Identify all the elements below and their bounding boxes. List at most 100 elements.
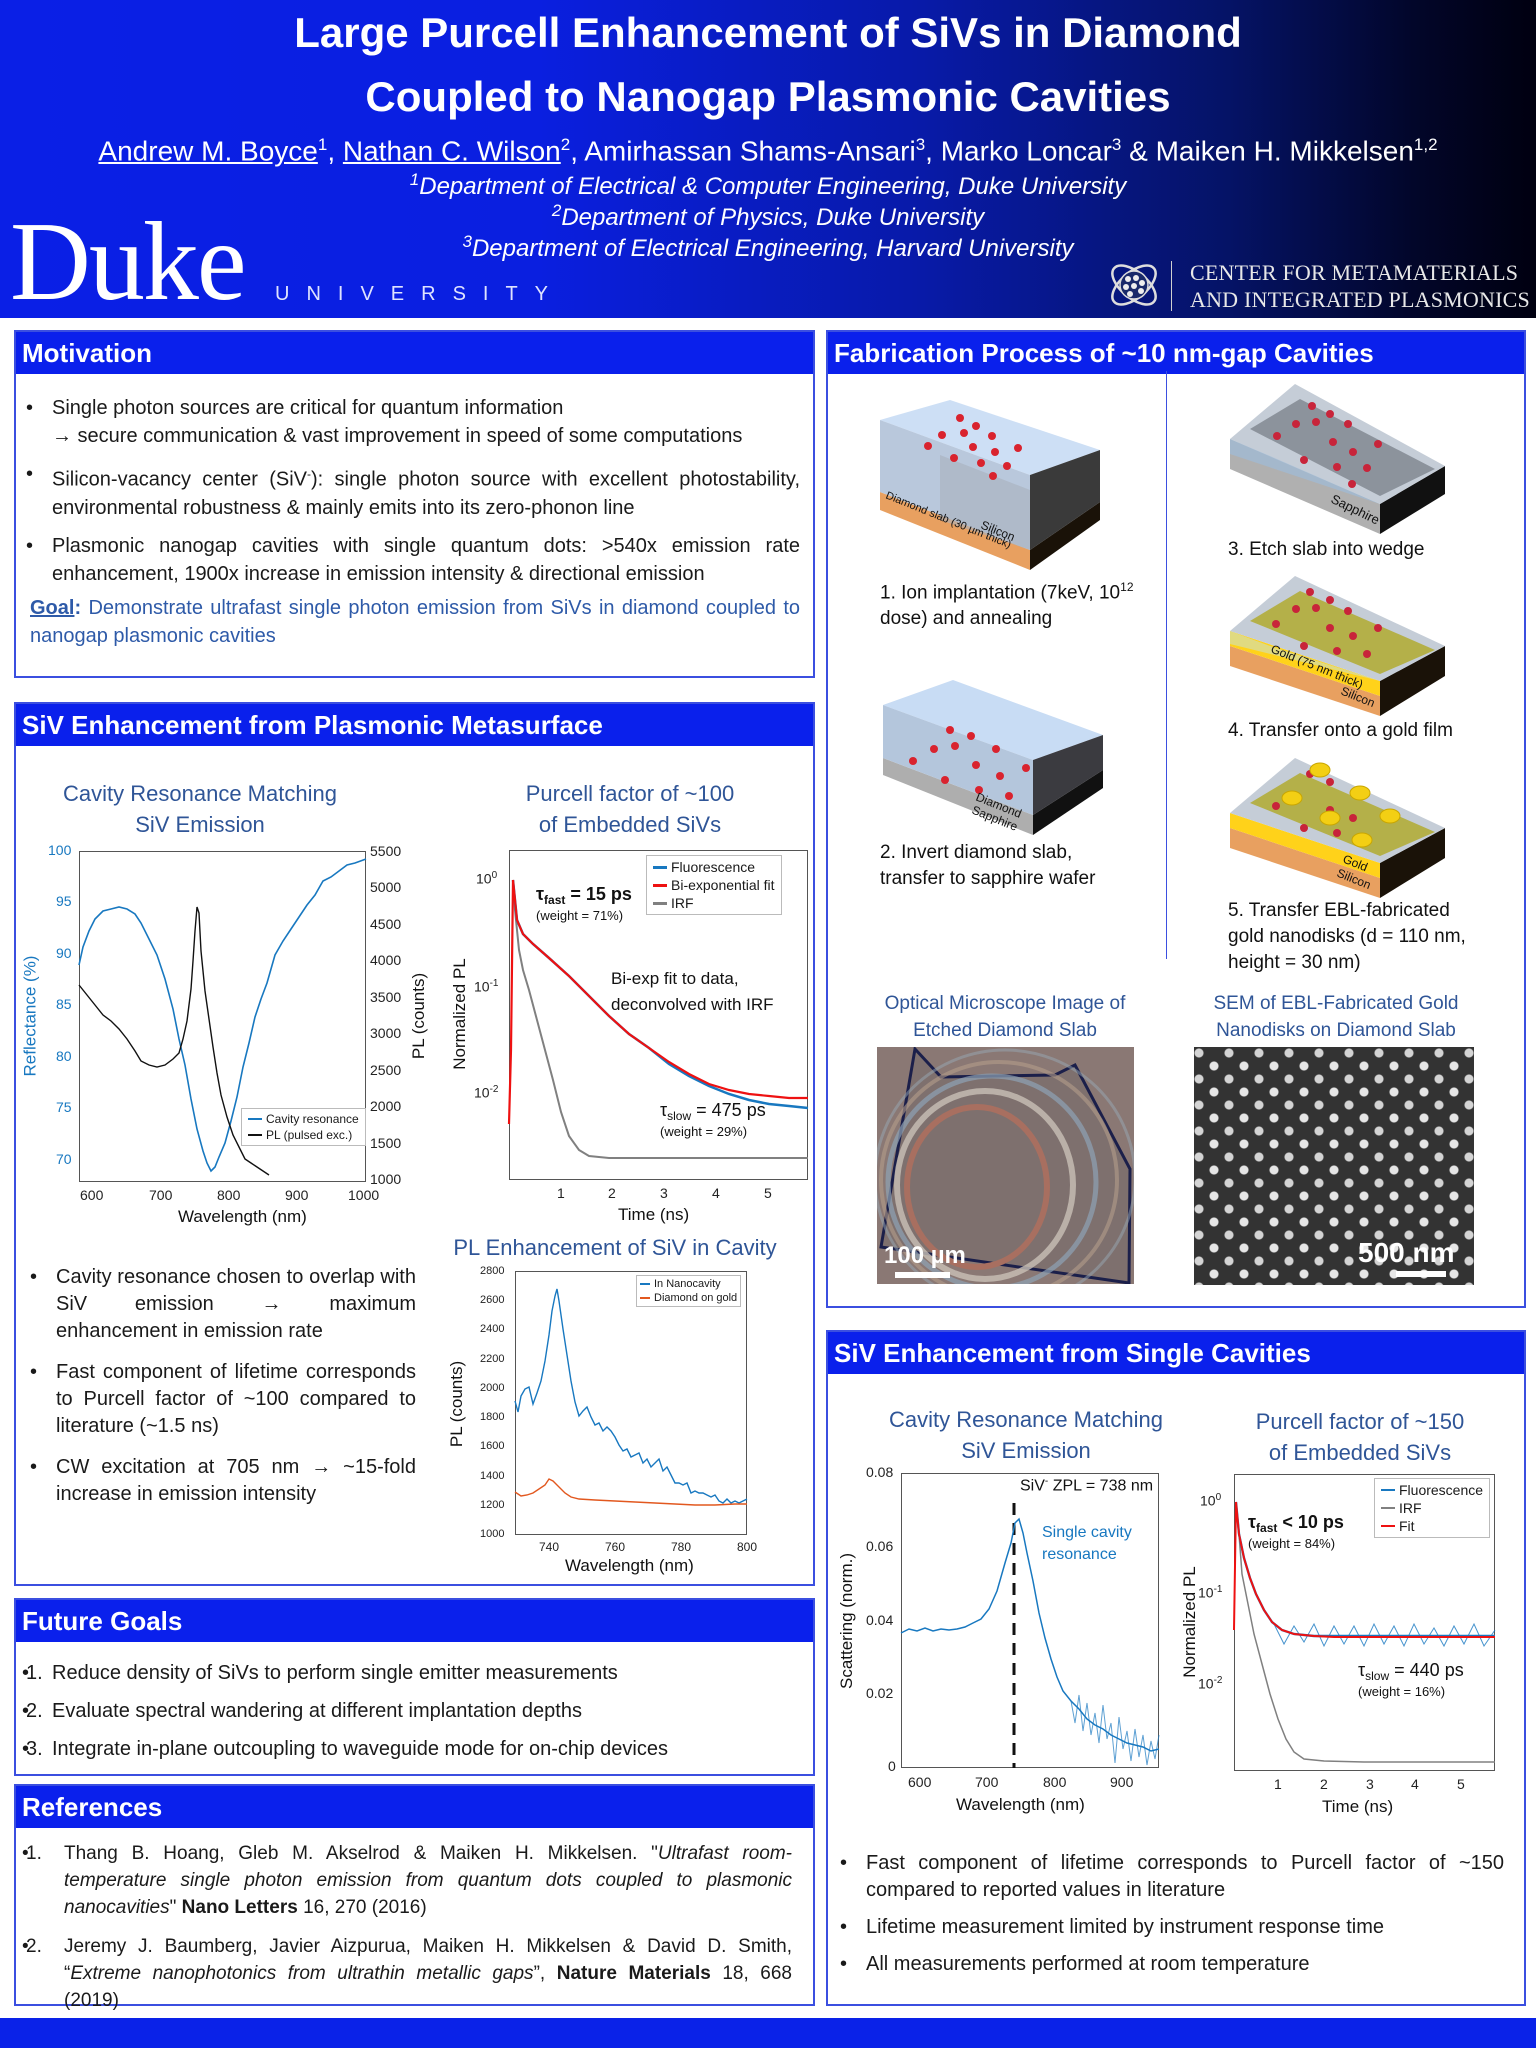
x-axis-label: Wavelength (nm): [956, 1795, 1085, 1814]
list-item: Fast component of lifetime corresponds t…: [834, 1850, 1504, 1904]
x-axis-label: Wavelength (nm): [565, 1556, 694, 1575]
duke-logo-university: UNIVERSITY: [275, 283, 566, 305]
motivation-panel: Motivation Single photon sources are cri…: [14, 330, 815, 678]
list-item: Cavity resonance chosen to overlap with …: [24, 1264, 416, 1345]
duke-logo-wordmark: Duke: [10, 200, 247, 324]
atom-globe-icon: [1111, 264, 1157, 306]
scale-bar: [895, 1272, 950, 1278]
affiliation: 1Department of Electrical & Computer Eng…: [409, 170, 1127, 200]
line-series: [78, 858, 367, 1176]
section-heading: SiV Enhancement from Single Cavities: [828, 1332, 1524, 1374]
list-item: 2.Evaluate spectral wandering at differe…: [16, 1692, 796, 1730]
step5-diagram: Gold Silicon: [1230, 758, 1445, 898]
section-heading: References: [16, 1786, 813, 1828]
scale-label: 500 nm: [1358, 1237, 1455, 1268]
y-axis-label: Reflectance (%): [20, 955, 40, 1077]
scale-label: 100 µm: [884, 1242, 966, 1269]
section-heading: SiV Enhancement from Plasmonic Metasurfa…: [16, 704, 813, 746]
author-name: Nathan C. Wilson: [342, 135, 561, 167]
optical-microscope-image: 100 µm: [877, 1047, 1134, 1284]
step4-diagram: Gold (75 nm thick) Silicon: [1230, 576, 1445, 716]
x-axis-label: Time (ns): [618, 1205, 690, 1224]
chart-legend: Fluorescence Bi-exponential fit IRF: [646, 855, 782, 915]
sem-image-title: SEM of EBL-Fabricated Gold Nanodisks on …: [1213, 993, 1459, 1041]
step2-caption: 2. Invert diamond slab, transfer to sapp…: [880, 842, 1096, 889]
y-axis-label: Normalized PL: [449, 958, 469, 1070]
section-heading: Future Goals: [16, 1600, 813, 1642]
footer-bar: [0, 2018, 1536, 2048]
motivation-bullets: Single photon sources are critical for q…: [20, 394, 800, 598]
step4-caption: 4. Transfer onto a gold film: [1228, 720, 1453, 741]
author-list: Andrew M. Boyce1, Nathan C. Wilson2, Ami…: [98, 135, 1438, 167]
references-panel: References 1.Thang B. Hoang, Gleb M. Aks…: [14, 1784, 815, 2011]
list-item: CW excitation at 705 nm → ~15-fold incre…: [24, 1454, 416, 1508]
section-heading: Motivation: [16, 332, 813, 374]
tau-fast-annotation: τfast = 15 ps (weight = 71%): [536, 884, 632, 924]
step2-diagram: Diamond Sapphire: [883, 680, 1103, 835]
tau-slow-annotation: τslow = 440 ps (weight = 16%): [1358, 1660, 1464, 1700]
y-axis-label: PL (counts): [447, 1360, 467, 1448]
author-name: Andrew M. Boyce: [98, 135, 318, 167]
chart-legend: Fluorescence IRF Fit: [1374, 1478, 1491, 1538]
optical-image-title: Optical Microscope Image of Etched Diamo…: [884, 993, 1126, 1041]
line-series: [514, 1288, 748, 1506]
author-name: Maiken H. Mikkelsen: [1155, 135, 1414, 167]
list-item: Lifetime measurement limited by instrume…: [834, 1914, 1504, 1941]
metasurface-bullets: Cavity resonance chosen to overlap with …: [24, 1264, 416, 1518]
resonance-annotation: Single cavity resonance: [1042, 1524, 1132, 1563]
chart-title: PL Enhancement of SiV in Cavity: [453, 1235, 777, 1260]
list-item: Fast component of lifetime corresponds t…: [24, 1359, 416, 1440]
cmip-line1: CENTER FOR METAMATERIALS: [1190, 260, 1519, 285]
logo-separator: [1171, 261, 1172, 311]
fit-note: Bi-exp fit to data, deconvolved with IRF: [611, 969, 774, 1014]
plot-area: [901, 1473, 1159, 1768]
goal-statement: Goal: Demonstrate ultrafast single photo…: [30, 597, 800, 647]
x-axis-label: Wavelength (nm): [178, 1207, 307, 1226]
section-heading: Fabrication Process of ~10 nm-gap Caviti…: [828, 332, 1524, 374]
list-item: Plasmonic nanogap cavities with single q…: [20, 532, 800, 588]
tau-slow-annotation: τslow = 475 ps (weight = 29%): [660, 1100, 766, 1140]
list-item: 3.Integrate in-plane outcoupling to wave…: [16, 1730, 796, 1768]
author-name: Marko Loncar: [940, 135, 1112, 167]
reference-item: 1.Thang B. Hoang, Gleb M. Akselrod & Mai…: [16, 1840, 792, 1921]
y-axis-label: Normalized PL: [1179, 1566, 1199, 1678]
list-item: All measurements performed at room tempe…: [834, 1951, 1504, 1978]
cmip-logo: CENTER FOR METAMATERIALS AND INTEGRATED …: [1106, 255, 1536, 317]
chart-legend: Cavity resonance PL (pulsed exc.): [241, 1108, 366, 1146]
x-axis-label: Time (ns): [1322, 1797, 1394, 1816]
affiliation: 3Department of Electrical Engineering, H…: [462, 232, 1074, 262]
tau-fast-annotation: τfast < 10 ps (weight = 84%): [1248, 1512, 1344, 1552]
step1-diagram: Diamond slab (30 µm thick) Silicon: [880, 400, 1100, 570]
plot-area: [515, 1271, 747, 1535]
poster-header: Large Purcell Enhancement of SiVs in Dia…: [0, 0, 1536, 318]
list-item: Silicon-vacancy center (SiV-): single ph…: [20, 460, 800, 522]
step1-caption: 1. Ion implantation (7keV, 1012 dose) an…: [880, 580, 1134, 630]
list-item: Single photon sources are critical for q…: [20, 394, 800, 450]
line-series: [507, 879, 809, 1159]
line-series: [900, 1503, 1160, 1768]
y-axis-label: Scattering (norm.): [837, 1552, 857, 1690]
step3-diagram: Sapphire: [1230, 384, 1445, 534]
author-name: Amirhassan Shams-Ansari: [584, 135, 916, 167]
poster-title-line2: Coupled to Nanogap Plasmonic Cavities: [365, 73, 1171, 120]
future-goals-panel: Future Goals 1.Reduce density of SiVs to…: [14, 1598, 815, 1776]
chart-title: Purcell factor of ~100: [525, 781, 735, 806]
step5-caption: 5. Transfer EBL-fabricated gold nanodisk…: [1228, 900, 1466, 973]
column-divider: [1166, 371, 1167, 959]
references-list: 1.Thang B. Hoang, Gleb M. Akselrod & Mai…: [16, 1840, 792, 2026]
goal-label: Goal: [30, 597, 75, 619]
chart-title: Cavity Resonance Matching: [63, 781, 337, 806]
poster-title-line1: Large Purcell Enhancement of SiVs in Dia…: [294, 9, 1242, 56]
future-goals-list: 1.Reduce density of SiVs to perform sing…: [16, 1654, 796, 1768]
step3-caption: 3. Etch slab into wedge: [1228, 539, 1425, 560]
single-cavity-bullets: Fast component of lifetime corresponds t…: [834, 1850, 1504, 1988]
chart-legend: In Nanocavity Diamond on gold: [636, 1275, 742, 1307]
zpl-annotation: SiV- ZPL = 738 nm: [1020, 1476, 1154, 1495]
chart-title: Purcell factor of ~150: [1255, 1409, 1465, 1434]
list-item: 1.Reduce density of SiVs to perform sing…: [16, 1654, 796, 1692]
y-axis-label-right: PL (counts): [409, 972, 429, 1060]
affiliation: 2Department of Physics, Duke University: [551, 201, 985, 231]
cmip-line2: AND INTEGRATED PLASMONICS: [1190, 287, 1530, 312]
sem-image: 500 nm: [1194, 1047, 1474, 1285]
reference-item: 2.Jeremy J. Baumberg, Javier Aizpurua, M…: [16, 1933, 792, 2014]
